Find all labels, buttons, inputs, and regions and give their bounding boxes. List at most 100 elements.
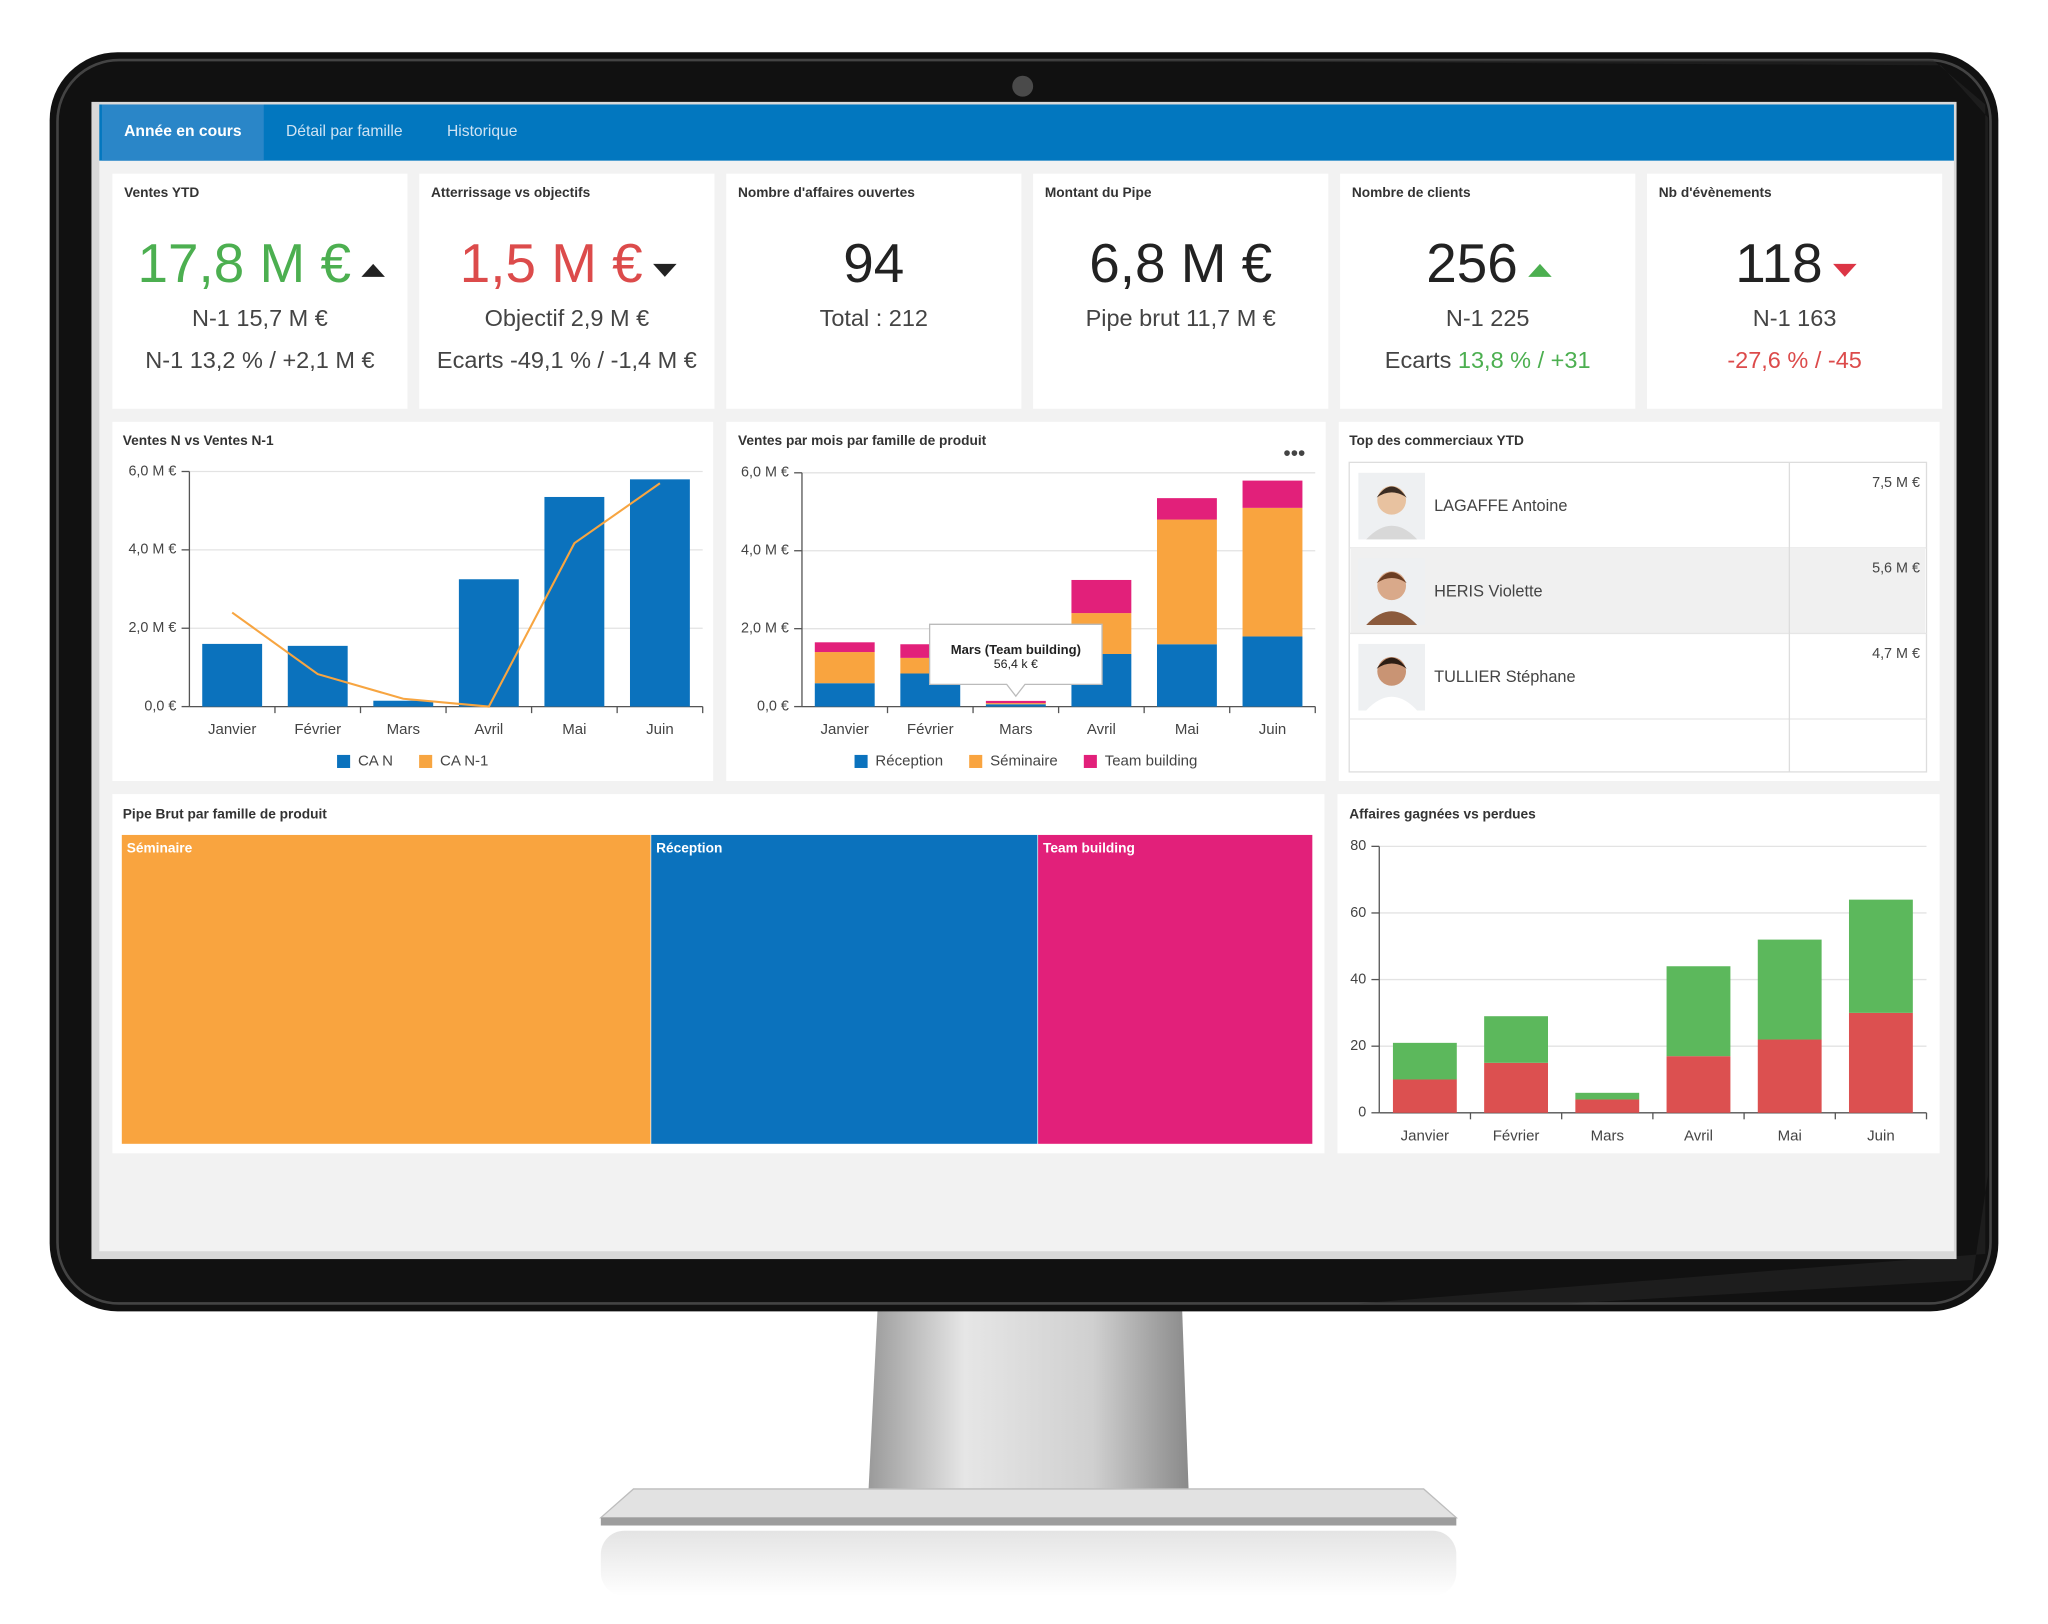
camera [1012,75,1034,97]
bar [1392,1042,1457,1080]
kpi-title: Montant du Pipe [1045,185,1152,200]
kpi-card [419,173,715,409]
legend-swatch [854,754,868,768]
kpi-line-part: N-1 163 [1753,305,1837,331]
kpi-line: Ecarts 13,8 % / +31 [1385,347,1591,373]
y-tick-label: 0,0 € [144,698,176,714]
bar [1484,1016,1548,1063]
bar [1242,507,1303,637]
avatar-body [1366,525,1418,540]
kpi-line-part: Objectif 2,9 M € [485,305,650,331]
kpi-title: Nb d'évènements [1659,185,1772,200]
bar [1757,1039,1822,1113]
kpi-title: Atterrissage vs objectifs [431,185,591,200]
avatar-body [1366,696,1418,711]
bar [1071,579,1132,614]
stand-reflection [600,1530,1457,1597]
bar [544,496,605,707]
x-tick-label: Juin [1867,1127,1895,1144]
legend: Réception Séminaire Team building [854,752,1198,769]
x-tick-label: Février [907,721,954,738]
kpi-value: 1,5 M € [460,232,643,294]
kpi-title: Nombre de clients [1352,185,1471,200]
bar [1484,1062,1548,1113]
legend-swatch [419,754,433,768]
kpi-card [1647,173,1943,409]
kpi-value: 94 [843,232,904,294]
y-tick-label: 4,0 M € [741,543,789,559]
x-tick-label: Juin [1259,721,1287,738]
avatar-body [1366,611,1418,625]
kpi-trend-arrow [1528,263,1552,277]
stand-edge [600,1517,1457,1526]
bar [814,683,875,707]
treemap-tile [1037,834,1313,1145]
avatar-hair [1376,657,1407,669]
legend-label: CA N-1 [440,752,488,769]
row-highlight [1350,547,1926,634]
treemap-label: Team building [1043,841,1135,856]
tab-active-bg [101,104,264,161]
chart-title: Pipe Brut par famille de produit [123,807,327,822]
x-tick-label: Avril [1087,721,1116,738]
bar [1666,966,1731,1057]
tab[interactable]: Année en cours [124,123,242,140]
sellers-title: Top des commerciaux YTD [1349,433,1524,448]
x-tick-label: Mai [562,721,586,738]
chart-menu[interactable]: ••• [1283,442,1305,465]
bar [814,642,875,653]
kpi-line: Objectif 2,9 M € [485,305,650,331]
legend-label: Réception [875,752,943,769]
stand-base [599,1488,1459,1519]
kpi-line-part: N-1 13,2 % / +2,1 M € [145,347,374,373]
avatar-hair [1376,486,1407,498]
bar [1757,939,1822,1040]
seller-value: 5,6 M € [1872,561,1920,577]
tab[interactable]: Détail par famille [286,123,403,140]
bar [629,479,690,707]
y-tick-label: 20 [1350,1038,1366,1054]
tooltip-value: 56,4 k € [994,657,1038,671]
bar [373,700,434,707]
kpi-line-part: N-1 15,7 M € [192,305,328,331]
kpi-value: 256 [1426,232,1518,294]
x-tick-label: Janvier [208,721,256,738]
kpi-line: Pipe brut 11,7 M € [1086,305,1276,331]
bar [1156,644,1217,707]
kpi-value: 17,8 M € [138,232,351,294]
x-tick-label: Mai [1175,721,1199,738]
legend-swatch [337,754,351,768]
chart-card [726,421,1326,782]
bar [287,645,348,707]
x-tick-label: Mars [387,721,420,738]
tooltip-box [928,623,1103,698]
kpi-line: N-1 13,2 % / +2,1 M € [145,347,374,373]
x-tick-label: Avril [1684,1127,1713,1144]
avatar-hair [1376,572,1407,584]
legend-label: Team building [1105,752,1198,769]
y-tick-label: 2,0 M € [128,620,176,636]
kpi-line-part: -27,6 % / -45 [1727,347,1862,373]
bar [1848,1012,1913,1113]
seller-name: HERIS Violette [1434,583,1543,601]
x-tick-label: Février [294,721,341,738]
x-tick-label: Avril [474,721,503,738]
x-tick-label: Février [1493,1127,1540,1144]
tab[interactable]: Historique [447,123,518,140]
bar [1242,480,1303,508]
kpi-line-part: N-1 225 [1446,305,1530,331]
y-tick-label: 0 [1358,1105,1366,1121]
bar [985,700,1046,704]
kpi-line: N-1 225 [1446,305,1530,331]
seller-value: 7,5 M € [1872,475,1920,491]
kpi-trend-arrow [1833,263,1857,277]
legend-swatch [969,754,983,768]
treemap-label: Réception [656,841,722,856]
y-tick-label: 40 [1350,971,1366,987]
treemap-tile [650,834,1039,1145]
legend-label: Séminaire [990,752,1058,769]
y-tick-label: 6,0 M € [128,463,176,479]
seller-value: 4,7 M € [1872,646,1920,662]
kpi-card [112,173,408,409]
